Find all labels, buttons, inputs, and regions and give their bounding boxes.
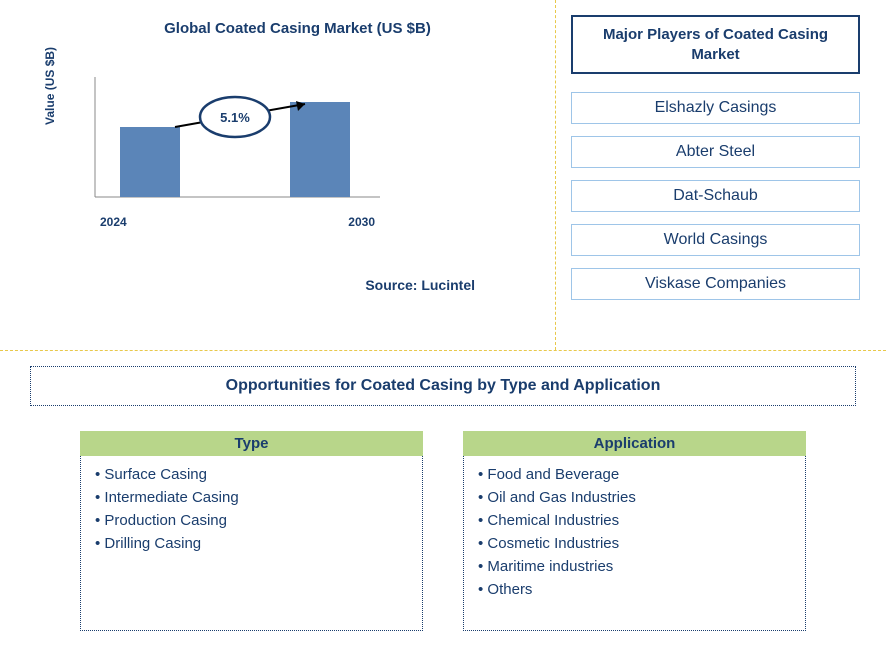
player-item: Dat-Schaub xyxy=(571,180,860,212)
x-label-0: 2024 xyxy=(100,215,127,229)
type-header: Type xyxy=(80,431,423,456)
bar-2030 xyxy=(290,102,350,197)
player-item: Elshazly Casings xyxy=(571,92,860,124)
players-title: Major Players of Coated Casing Market xyxy=(581,25,850,64)
source-label: Source: Lucintel xyxy=(40,277,475,293)
list-item: Drilling Casing xyxy=(95,535,408,552)
y-axis-label: Value (US $B) xyxy=(43,47,57,125)
list-item: Surface Casing xyxy=(95,466,408,483)
chart-area: Value (US $B) 5.1% 2024 2030 xyxy=(80,77,395,237)
application-column: Application Food and Beverage Oil and Ga… xyxy=(463,431,806,631)
list-item: Oil and Gas Industries xyxy=(478,489,791,506)
players-panel: Major Players of Coated Casing Market El… xyxy=(555,0,885,350)
x-label-1: 2030 xyxy=(348,215,375,229)
list-item: Others xyxy=(478,581,791,598)
application-header: Application xyxy=(463,431,806,456)
application-body: Food and Beverage Oil and Gas Industries… xyxy=(463,456,806,631)
player-item: World Casings xyxy=(571,224,860,256)
opportunities-section: Opportunities for Coated Casing by Type … xyxy=(0,351,886,651)
type-body: Surface Casing Intermediate Casing Produ… xyxy=(80,456,423,631)
opportunities-title-box: Opportunities for Coated Casing by Type … xyxy=(30,366,856,406)
list-item: Chemical Industries xyxy=(478,512,791,529)
bar-2024 xyxy=(120,127,180,197)
top-section: Global Coated Casing Market (US $B) Valu… xyxy=(0,0,886,350)
player-item: Viskase Companies xyxy=(571,268,860,300)
opportunities-title: Opportunities for Coated Casing by Type … xyxy=(41,377,845,395)
growth-label: 5.1% xyxy=(220,110,250,125)
list-item: Intermediate Casing xyxy=(95,489,408,506)
player-item: Abter Steel xyxy=(571,136,860,168)
chart-panel: Global Coated Casing Market (US $B) Valu… xyxy=(0,0,555,350)
chart-title: Global Coated Casing Market (US $B) xyxy=(80,20,515,37)
opportunity-columns: Type Surface Casing Intermediate Casing … xyxy=(30,431,856,631)
bar-chart-svg: 5.1% xyxy=(80,77,380,207)
type-column: Type Surface Casing Intermediate Casing … xyxy=(80,431,423,631)
list-item: Production Casing xyxy=(95,512,408,529)
list-item: Food and Beverage xyxy=(478,466,791,483)
players-title-box: Major Players of Coated Casing Market xyxy=(571,15,860,74)
list-item: Cosmetic Industries xyxy=(478,535,791,552)
list-item: Maritime industries xyxy=(478,558,791,575)
x-axis-labels: 2024 2030 xyxy=(80,215,395,229)
